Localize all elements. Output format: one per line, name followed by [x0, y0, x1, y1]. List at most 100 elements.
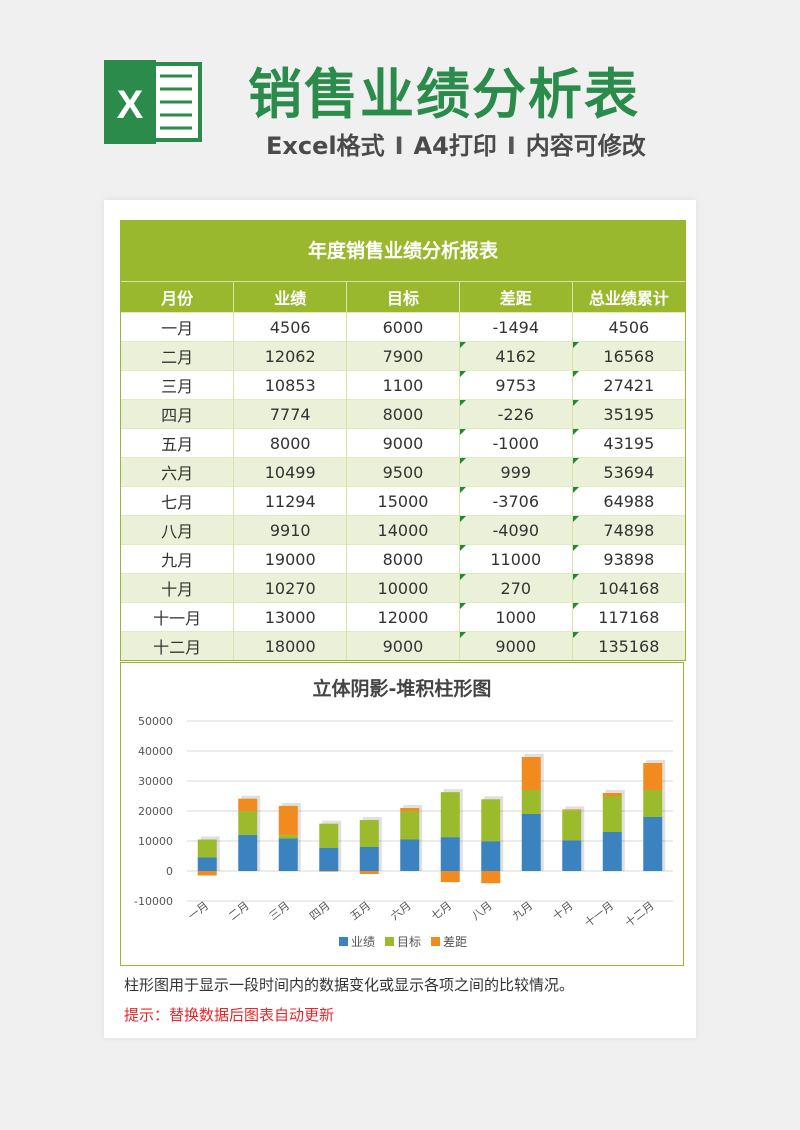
bar-segment-业绩: [197, 857, 217, 871]
table-cell[interactable]: 十一月: [121, 602, 234, 632]
table-cell[interactable]: 16568: [571, 341, 685, 371]
table-cell[interactable]: 七月: [121, 486, 234, 516]
table-cell[interactable]: 117168: [571, 602, 685, 632]
table-cell[interactable]: 8000: [346, 399, 460, 429]
table-cell[interactable]: 9000: [346, 428, 460, 458]
table-row: 十二月 18000 9000 9000 135168: [121, 631, 685, 660]
table-cell[interactable]: 10000: [346, 573, 460, 603]
formula-marker-icon: [572, 458, 579, 464]
table-cell[interactable]: 12000: [346, 602, 460, 632]
table-cell[interactable]: 7774: [233, 399, 347, 429]
bar-segment-目标: [643, 790, 663, 817]
table-cell[interactable]: -4090: [458, 515, 573, 545]
table-cell[interactable]: 10853: [233, 370, 347, 400]
table-cell[interactable]: 6000: [346, 312, 460, 342]
column-header: 目标: [346, 281, 460, 313]
table-cell[interactable]: 1100: [346, 370, 460, 400]
table-cell[interactable]: 9500: [346, 457, 460, 487]
table-cell[interactable]: 4506: [233, 312, 347, 342]
table-cell[interactable]: 19000: [233, 544, 347, 574]
formula-marker-icon: [572, 487, 579, 493]
table-row: 二月 12062 7900 4162 16568: [121, 341, 685, 371]
table-cell[interactable]: 14000: [346, 515, 460, 545]
x-tick-label: 六月: [388, 899, 413, 923]
table-cell[interactable]: 93898: [571, 544, 685, 574]
table-cell[interactable]: 九月: [121, 544, 234, 574]
formula-marker-icon: [572, 603, 579, 609]
table-cell[interactable]: 27421: [571, 370, 685, 400]
formula-marker-icon: [459, 458, 466, 464]
table-cell[interactable]: 18000: [233, 631, 347, 660]
table-cell[interactable]: 四月: [121, 399, 234, 429]
table-row: 一月 4506 6000 -1494 4506: [121, 312, 685, 342]
table-cell[interactable]: 一月: [121, 312, 234, 342]
table-cell[interactable]: 104168: [571, 573, 685, 603]
table-cell[interactable]: 六月: [121, 457, 234, 487]
table-cell[interactable]: 4162: [458, 341, 573, 371]
formula-marker-icon: [572, 574, 579, 580]
x-tick-label: 四月: [307, 899, 332, 923]
page-subtitle: Excel格式 I A4打印 I 内容可修改: [266, 126, 646, 161]
table-cell[interactable]: 8000: [346, 544, 460, 574]
legend-label: 差距: [443, 935, 467, 949]
table-cell[interactable]: 74898: [571, 515, 685, 545]
table-cell[interactable]: 9753: [458, 370, 573, 400]
table-row: 八月 9910 14000 -4090 74898: [121, 515, 685, 545]
table-cell[interactable]: 八月: [121, 515, 234, 545]
bar-segment-目标: [359, 820, 379, 847]
bar-segment-差距: [197, 871, 217, 876]
table-cell[interactable]: 9910: [233, 515, 347, 545]
y-tick-label: -10000: [134, 895, 173, 908]
table-cell[interactable]: 五月: [121, 428, 234, 458]
table-cell[interactable]: 15000: [346, 486, 460, 516]
legend-swatch: [431, 937, 440, 946]
table-cell[interactable]: 11000: [458, 544, 573, 574]
table-cell[interactable]: 1000: [458, 602, 573, 632]
bar-segment-业绩: [440, 837, 460, 871]
table-cell[interactable]: 4506: [571, 312, 685, 342]
table-row: 四月 7774 8000 -226 35195: [121, 399, 685, 429]
table-cell[interactable]: -226: [458, 399, 573, 429]
table-cell[interactable]: 43195: [571, 428, 685, 458]
table-title: 年度销售业绩分析报表: [121, 221, 685, 281]
column-header: 月份: [121, 281, 234, 313]
column-header: 业绩: [233, 281, 347, 313]
table-cell[interactable]: 270: [458, 573, 573, 603]
table-cell[interactable]: -3706: [458, 486, 573, 516]
table-cell[interactable]: 12062: [233, 341, 347, 371]
subtitle-print: A4打印: [413, 132, 497, 160]
table-cell[interactable]: 35195: [571, 399, 685, 429]
table-cell[interactable]: 9000: [346, 631, 460, 660]
bar-segment-差距: [319, 871, 339, 872]
bar-segment-业绩: [481, 841, 501, 871]
table-cell[interactable]: -1000: [458, 428, 573, 458]
table-cell[interactable]: -1494: [458, 312, 573, 342]
bar-segment-差距: [400, 808, 420, 812]
subtitle-editable: 内容可修改: [525, 132, 646, 160]
formula-marker-icon: [572, 516, 579, 522]
table-cell[interactable]: 三月: [121, 370, 234, 400]
table-cell[interactable]: 10270: [233, 573, 347, 603]
table-cell[interactable]: 二月: [121, 341, 234, 371]
table-cell[interactable]: 53694: [571, 457, 685, 487]
table-cell[interactable]: 10499: [233, 457, 347, 487]
table-cell[interactable]: 8000: [233, 428, 347, 458]
formula-marker-icon: [459, 400, 466, 406]
table-cell[interactable]: 9000: [458, 631, 573, 660]
table-cell[interactable]: 7900: [346, 341, 460, 371]
legend-swatch: [339, 937, 348, 946]
table-cell[interactable]: 999: [458, 457, 573, 487]
table-cell[interactable]: 十二月: [121, 631, 234, 660]
table-cell[interactable]: 64988: [571, 486, 685, 516]
table-cell[interactable]: 11294: [233, 486, 347, 516]
x-tick-label: 七月: [429, 899, 454, 923]
formula-marker-icon: [572, 371, 579, 377]
table-cell[interactable]: 十月: [121, 573, 234, 603]
table-cell[interactable]: 13000: [233, 602, 347, 632]
x-tick-label: 十二月: [622, 898, 657, 929]
table-cell[interactable]: 135168: [571, 631, 685, 660]
formula-marker-icon: [459, 603, 466, 609]
formula-marker-icon: [459, 574, 466, 580]
bar-segment-业绩: [521, 814, 541, 871]
column-header: 差距: [458, 281, 573, 313]
